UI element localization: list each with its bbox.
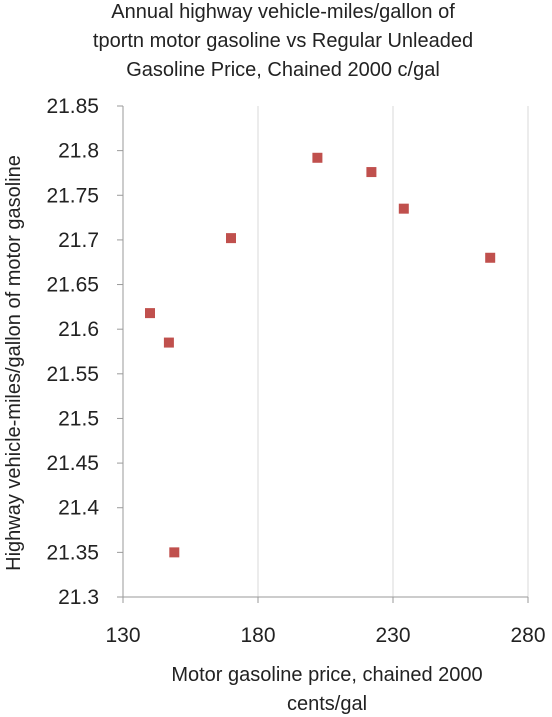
data-point: [163, 337, 174, 348]
gridlines: [257, 106, 529, 597]
y-tick-label: 21.6: [58, 318, 99, 341]
y-tick-label: 21.45: [46, 452, 99, 475]
x-tick-label: 230: [375, 624, 410, 647]
axes: [117, 105, 529, 603]
y-tick-label: 21.4: [58, 497, 99, 520]
x-tick-label: 180: [240, 624, 275, 647]
y-tick-label: 21.3: [58, 586, 99, 609]
data-point: [226, 233, 236, 244]
x-axis-tick-labels: 130 180 230 280: [105, 624, 545, 647]
y-tick-label: 21.85: [46, 95, 99, 118]
y-tick-label: 21.7: [58, 229, 99, 252]
chart-title-line-3: Gasoline Price, Chained 2000 c/gal: [126, 59, 440, 81]
data-point: [485, 252, 496, 263]
data-point: [398, 203, 409, 214]
chart-title: Annual highway vehicle-miles/gallon of t…: [93, 1, 473, 81]
data-point: [366, 167, 377, 178]
y-tick-label: 21.65: [46, 274, 99, 297]
data-point: [145, 308, 155, 319]
y-tick-label: 21.5: [58, 407, 99, 430]
x-axis-label-line-1: Motor gasoline price, chained 2000: [171, 664, 482, 686]
data-point: [169, 547, 180, 558]
y-axis-label: Highway vehicle-miles/gallon of motor ga…: [3, 155, 25, 571]
y-tick-label: 21.75: [46, 184, 99, 207]
y-tick-label: 21.55: [46, 363, 99, 386]
y-tick-label: 21.8: [58, 140, 99, 163]
y-tick-label: 21.35: [46, 541, 99, 564]
x-axis-label-line-2: cents/gal: [287, 693, 367, 715]
data-points: [145, 152, 496, 558]
data-point: [312, 152, 323, 163]
chart-title-line-1: Annual highway vehicle-miles/gallon of: [111, 1, 455, 23]
x-tick-label: 280: [510, 624, 545, 647]
y-axis-tick-labels: 21.3 21.35 21.4 21.45 21.5 21.55 21.6 21.65 21.7…: [46, 95, 99, 609]
x-axis-label: Motor gasoline price, chained 2000 cents…: [171, 664, 482, 715]
x-tick-label: 130: [105, 624, 140, 647]
chart-title-line-2: tportn motor gasoline vs Regular Unleade…: [93, 30, 473, 52]
